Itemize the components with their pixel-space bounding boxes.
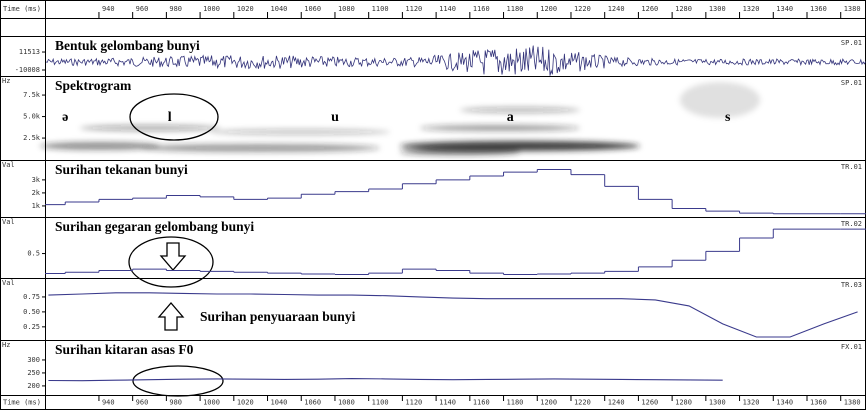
panel-tag: TR.03 <box>841 281 862 289</box>
panel-title: Surihan gegaran gelombang bunyi <box>55 219 254 234</box>
time-tick-label: 1300 <box>709 399 726 407</box>
time-tick-label: 960 <box>136 399 149 407</box>
panel-tag: TR.02 <box>841 220 862 228</box>
y-tick-label: 3k <box>32 176 41 184</box>
time-tick-label: 1200 <box>540 399 557 407</box>
time-axis-label: Time (ms) <box>3 399 41 407</box>
up-arrow <box>157 302 185 331</box>
time-tick-label: 1340 <box>776 399 793 407</box>
panel-unit: Val <box>2 218 15 226</box>
y-tick-label: 0.5 <box>27 250 40 258</box>
time-tick-label: 1000 <box>203 5 220 13</box>
time-tick-label: 1000 <box>203 399 220 407</box>
panel-tag: FX.01 <box>841 343 862 351</box>
ellipse-l <box>129 93 219 141</box>
panel-unit: Val <box>2 279 15 287</box>
time-tick-label: 1340 <box>776 5 793 13</box>
phoneme-label: u <box>331 110 339 125</box>
time-tick-label: 1220 <box>574 399 591 407</box>
time-tick-label: 960 <box>136 5 149 13</box>
panel-unit: Hz <box>2 77 10 85</box>
time-tick-label: 1160 <box>473 399 490 407</box>
y-tick-label: 200 <box>27 382 40 390</box>
time-tick-label: 1360 <box>810 399 827 407</box>
y-tick-label: 300 <box>27 356 40 364</box>
time-tick-label: 1060 <box>304 399 321 407</box>
y-tick-label: 0.25 <box>23 323 40 331</box>
y-tick-label: 5.0k <box>23 113 41 121</box>
time-tick-label: 1240 <box>608 5 625 13</box>
time-tick-label: 1020 <box>237 399 254 407</box>
time-tick-label: 1380 <box>844 5 861 13</box>
panel-title: Bentuk gelombang bunyi <box>55 38 200 53</box>
ellipse-arrow <box>128 236 214 288</box>
time-tick-label: 1100 <box>372 5 389 13</box>
trace-line <box>48 292 858 338</box>
y-tick-label: 2k <box>32 189 41 197</box>
time-tick-label: 1260 <box>641 5 658 13</box>
time-tick-label: 1020 <box>237 5 254 13</box>
time-tick-label: 1380 <box>844 399 861 407</box>
y-tick-label: 11513 <box>19 48 40 56</box>
y-tick-label: -10008 <box>15 66 40 74</box>
time-tick-label: 1320 <box>743 399 760 407</box>
time-tick-label: 1080 <box>338 5 355 13</box>
time-tick-label: 1060 <box>304 5 321 13</box>
panel-tag: SP.01 <box>841 39 862 47</box>
phoneme-label: s <box>725 110 731 125</box>
panel-tag: SP.01 <box>841 79 862 87</box>
time-tick-label: 1260 <box>641 399 658 407</box>
panel-tag: TR.01 <box>841 163 862 171</box>
time-tick-label: 1300 <box>709 5 726 13</box>
y-tick-label: 2.5k <box>23 134 41 142</box>
y-tick-label: 1k <box>32 202 41 210</box>
time-tick-label: 1040 <box>271 399 288 407</box>
panel-title: Surihan tekanan bunyi <box>55 162 188 177</box>
phoneme-label: ə <box>62 110 68 125</box>
panel-unit: Hz <box>2 341 10 349</box>
phoneme-label: l <box>168 110 172 125</box>
y-tick-label: 0.50 <box>23 308 40 316</box>
waveform <box>45 45 866 76</box>
time-tick-label: 940 <box>102 399 115 407</box>
time-tick-label: 1280 <box>675 399 692 407</box>
time-tick-label: 1180 <box>507 399 524 407</box>
down-arrow <box>159 242 187 271</box>
time-tick-label: 1140 <box>439 5 456 13</box>
time-tick-label: 1280 <box>675 5 692 13</box>
time-tick-label: 1180 <box>507 5 524 13</box>
time-axis-label: Time (ms) <box>3 5 41 13</box>
y-tick-label: 7.5k <box>23 91 41 99</box>
time-tick-label: 1240 <box>608 399 625 407</box>
panel-title: Surihan penyuaraan bunyi <box>200 309 356 324</box>
time-tick-label: 1120 <box>405 399 422 407</box>
time-tick-label: 1160 <box>473 5 490 13</box>
time-tick-label: 1040 <box>271 5 288 13</box>
time-tick-label: 1140 <box>439 399 456 407</box>
panel-title: Surihan kitaran asas F0 <box>55 342 194 357</box>
trace-line <box>48 378 723 382</box>
spectrogram-image <box>40 82 760 155</box>
time-tick-label: 1080 <box>338 399 355 407</box>
time-tick-label: 980 <box>169 5 182 13</box>
time-tick-label: 1100 <box>372 399 389 407</box>
panel-unit: Val <box>2 161 15 169</box>
y-tick-label: 250 <box>27 369 40 377</box>
time-tick-label: 1120 <box>405 5 422 13</box>
time-tick-label: 1360 <box>810 5 827 13</box>
time-tick-label: 1220 <box>574 5 591 13</box>
time-tick-label: 1200 <box>540 5 557 13</box>
time-tick-label: 980 <box>169 399 182 407</box>
phoneme-label: a <box>507 110 514 125</box>
time-tick-label: 1320 <box>743 5 760 13</box>
panel-title: Spektrogram <box>55 78 132 93</box>
time-tick-label: 940 <box>102 5 115 13</box>
y-tick-label: 0.75 <box>23 293 40 301</box>
